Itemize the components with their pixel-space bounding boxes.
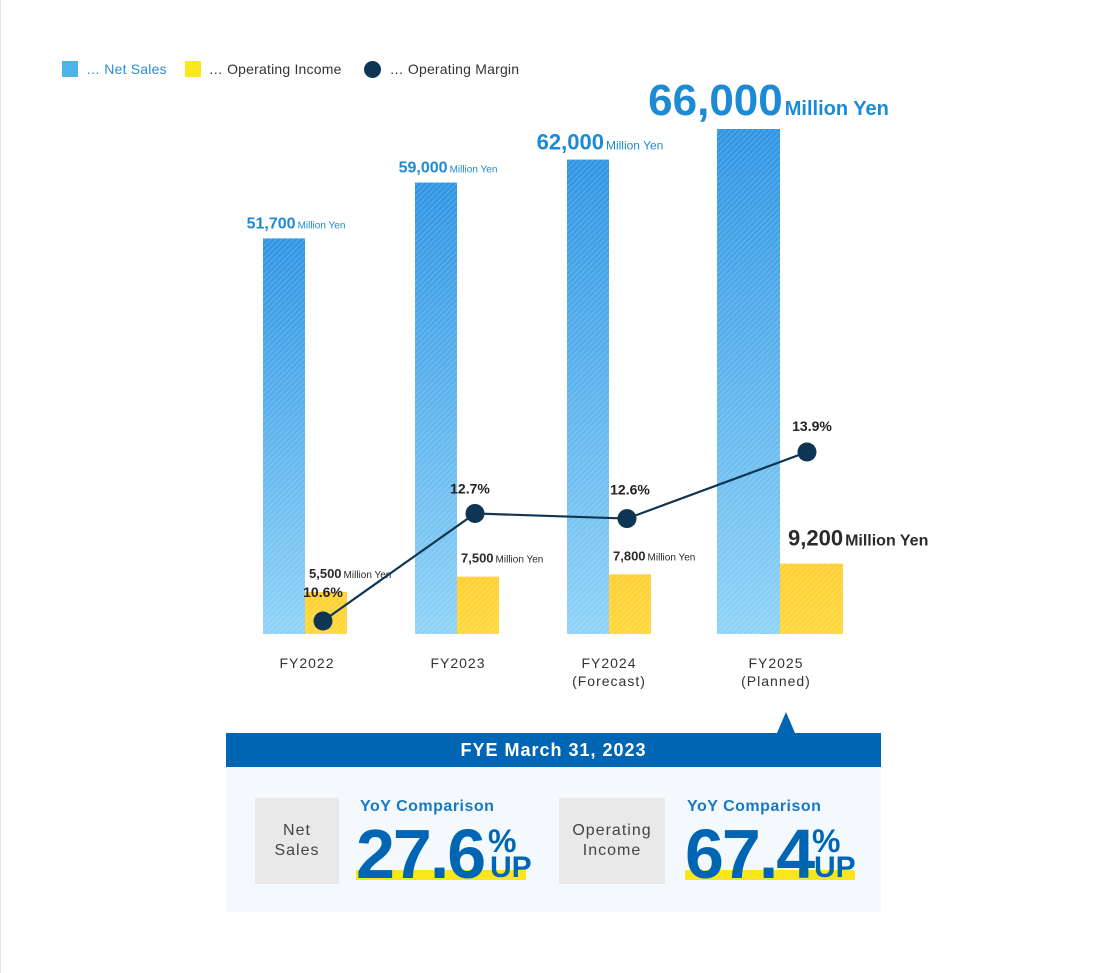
category-label: FY2024 — [581, 655, 636, 671]
operating-margin-line — [322, 450, 808, 622]
legend-item-operating-margin: … Operating Margin — [360, 60, 520, 78]
net-sales-swatch-icon — [62, 61, 78, 77]
net-sales-label-line-2: Sales — [274, 842, 320, 859]
legend-item-net-sales: … Net Sales — [62, 61, 167, 77]
net-sales-highlight — [356, 870, 526, 880]
operating-income-value-label: 7,800 Million Yen — [613, 548, 695, 563]
legend-item-operating-income: … Operating Income — [184, 61, 342, 77]
operating-income-bar-texture — [780, 563, 843, 634]
operating-income-value-label: 7,500 Million Yen — [461, 551, 543, 566]
net-sales-yoy-heading: YoY Comparison — [360, 798, 495, 815]
net-sales-label-line-1: Net — [283, 822, 311, 839]
operating-income-label-line-1: Operating — [572, 822, 652, 839]
net-sales-label-box: Net Sales — [255, 798, 339, 884]
operating-margin-point — [313, 611, 333, 631]
category-label: FY2025 — [748, 655, 803, 671]
category-label: (Forecast) — [572, 673, 646, 689]
operating-income-bar-texture — [457, 576, 499, 634]
legend-label-operating-margin: … Operating Margin — [389, 61, 520, 77]
operating-margin-point — [617, 509, 637, 529]
operating-margin-point — [465, 503, 485, 523]
operating-income-up-label: UP — [814, 851, 856, 884]
operating-margin-label: 13.9% — [792, 418, 832, 434]
panel-pointer-icon — [777, 712, 795, 733]
operating-income-label-box: Operating Income — [559, 798, 665, 884]
legend: … Net Sales … Operating Income … Operati… — [62, 60, 537, 78]
sales-income-chart: 51,700 Million Yen 5,500 Million Yen FY2022 5… — [247, 76, 929, 689]
category-label: FY2023 — [430, 655, 485, 671]
operating-margin-point — [797, 442, 817, 462]
operating-income-percent-sign: % — [812, 823, 841, 859]
operating-income-value-label: 9,200 Million Yen — [788, 526, 928, 551]
operating-margin-label: 12.7% — [450, 480, 490, 496]
net-sales-yoy-value: 27.6 — [356, 815, 486, 893]
net-sales-bar-texture — [263, 238, 305, 634]
net-sales-value-label: 51,700 Million Yen — [247, 215, 346, 232]
net-sales-value-label: 62,000 Million Yen — [537, 130, 664, 155]
operating-income-swatch-icon — [184, 61, 201, 77]
net-sales-up-label: UP — [490, 851, 532, 884]
net-sales-bar-texture — [567, 159, 609, 634]
yoy-panel: Net Sales YoY Comparison 27.6 % UP Opera… — [226, 767, 881, 912]
operating-income-yoy-heading: YoY Comparison — [687, 798, 822, 815]
net-sales-value-label: 66,000 Million Yen — [648, 76, 889, 125]
category-label: (Planned) — [741, 673, 811, 689]
operating-income-value-label: 5,500 Million Yen — [309, 566, 391, 581]
category-label: FY2022 — [279, 655, 334, 671]
operating-income-yoy-value: 67.4 — [685, 815, 815, 893]
frame-border — [0, 0, 1, 973]
legend-label-net-sales: … Net Sales — [86, 61, 167, 77]
legend-label-operating-income: … Operating Income — [208, 61, 342, 77]
net-sales-value-label: 59,000 Million Yen — [399, 160, 498, 177]
panel-title: FYE March 31, 2023 — [226, 733, 881, 767]
operating-income-label-line-2: Income — [582, 842, 642, 859]
operating-margin-label: 12.6% — [610, 482, 650, 498]
net-sales-bar-texture — [717, 129, 780, 634]
operating-margin-dot-icon — [363, 60, 381, 78]
net-sales-bar-texture — [415, 182, 457, 634]
net-sales-percent-sign: % — [488, 823, 517, 859]
operating-margin-label: 10.6% — [303, 584, 343, 600]
operating-income-bar-texture — [609, 574, 651, 634]
operating-income-highlight — [685, 870, 855, 880]
